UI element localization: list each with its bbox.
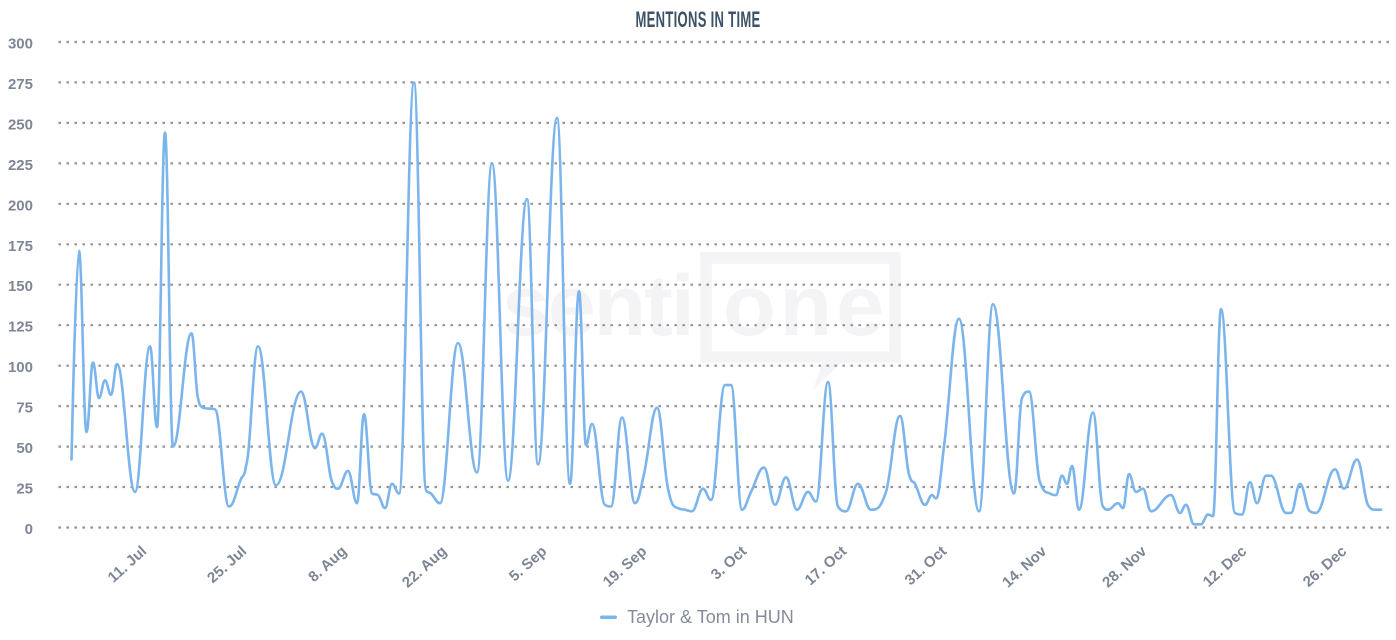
- svg-text:senti: senti: [502, 258, 693, 354]
- svg-text:50: 50: [16, 440, 33, 457]
- svg-text:25: 25: [16, 481, 33, 498]
- svg-text:Taylor & Tom in HUN: Taylor & Tom in HUN: [627, 607, 794, 627]
- svg-text:19. Sep: 19. Sep: [600, 543, 650, 591]
- svg-text:275: 275: [8, 76, 33, 93]
- svg-text:25. Jul: 25. Jul: [204, 543, 250, 587]
- svg-text:100: 100: [8, 359, 33, 376]
- svg-text:31. Oct: 31. Oct: [902, 543, 951, 589]
- svg-text:14. Nov: 14. Nov: [999, 542, 1051, 591]
- svg-text:5. Sep: 5. Sep: [506, 543, 550, 585]
- svg-text:75: 75: [16, 400, 33, 417]
- svg-text:200: 200: [8, 197, 33, 214]
- svg-text:300: 300: [8, 36, 33, 53]
- svg-text:0: 0: [25, 521, 33, 538]
- svg-text:17. Oct: 17. Oct: [802, 543, 851, 589]
- svg-text:175: 175: [8, 238, 33, 255]
- svg-text:8. Aug: 8. Aug: [305, 543, 350, 586]
- svg-text:22. Aug: 22. Aug: [399, 543, 450, 592]
- svg-text:150: 150: [8, 278, 33, 295]
- svg-text:225: 225: [8, 157, 33, 174]
- svg-text:one: one: [723, 258, 888, 354]
- svg-text:3. Oct: 3. Oct: [708, 543, 750, 584]
- svg-text:28. Nov: 28. Nov: [1099, 542, 1151, 591]
- svg-text:250: 250: [8, 116, 33, 133]
- svg-text:11. Jul: 11. Jul: [105, 543, 150, 586]
- svg-text:12. Dec: 12. Dec: [1200, 543, 1250, 591]
- svg-text:125: 125: [8, 319, 33, 336]
- svg-text:26. Dec: 26. Dec: [1300, 543, 1350, 591]
